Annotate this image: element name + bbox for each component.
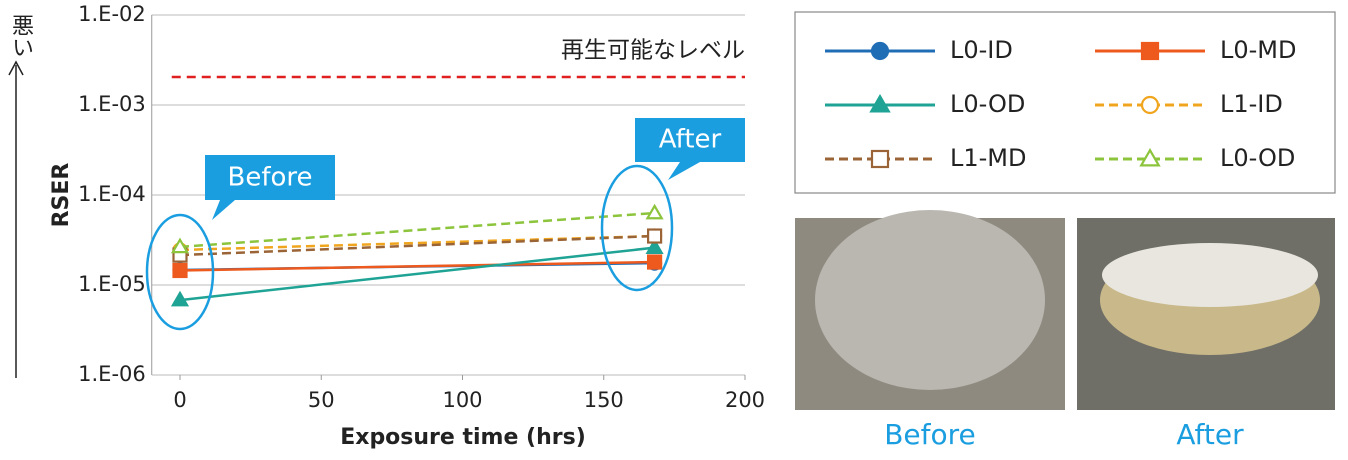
y-tick-label: 1.E-03 xyxy=(78,92,146,116)
x-tick-label: 0 xyxy=(173,388,186,412)
series-line xyxy=(179,260,655,272)
callout-ellipse xyxy=(145,213,215,331)
marker xyxy=(1139,148,1161,167)
photo-detail xyxy=(1102,243,1318,307)
y-annotation: 悪い xyxy=(8,14,34,58)
legend-label[interactable]: L0-OD xyxy=(950,90,1025,118)
x-tick-label: 100 xyxy=(442,388,482,412)
photo-detail xyxy=(815,210,1045,390)
series-line xyxy=(179,211,655,249)
marker xyxy=(172,262,188,279)
callout-box xyxy=(635,118,745,180)
photo-caption: After xyxy=(1176,418,1244,451)
y-axis-label: RSER xyxy=(49,163,74,228)
marker xyxy=(646,228,663,244)
marker xyxy=(1140,95,1160,115)
y-tick-label: 1.E-06 xyxy=(78,362,146,386)
x-tick-label: 50 xyxy=(308,388,335,412)
callout-text: Before xyxy=(227,163,312,193)
marker xyxy=(870,149,890,169)
legend-box xyxy=(794,11,1336,194)
marker xyxy=(870,41,890,61)
reference-label: 再生可能なレベル xyxy=(561,37,745,63)
series-line xyxy=(179,234,655,257)
legend-label[interactable]: L0-ID xyxy=(950,36,1013,64)
marker xyxy=(1140,41,1160,61)
photo-caption: Before xyxy=(884,418,976,451)
plot: 1.E-02 1.E-03 1.E-04 1.E-05 1.E-06 0 50 100 150 2… xyxy=(78,2,765,412)
marker xyxy=(170,290,190,307)
y-tick-label: 1.E-04 xyxy=(78,182,146,206)
y-tick-label: 1.E-02 xyxy=(78,2,146,26)
callout-ellipse xyxy=(600,164,674,292)
legend-label[interactable]: L0-MD xyxy=(1220,36,1297,64)
arrow-head xyxy=(8,60,24,76)
marker xyxy=(170,237,190,254)
y-tick-label: 1.E-05 xyxy=(78,272,146,296)
legend-label[interactable]: L1-ID xyxy=(1220,90,1283,118)
legend-label[interactable]: L1-MD xyxy=(950,144,1027,172)
x-tick-label: 200 xyxy=(725,388,765,412)
marker xyxy=(646,254,663,270)
x-axis-label: Exposure time (hrs) xyxy=(340,425,586,450)
marker xyxy=(645,203,664,220)
callout-box xyxy=(205,155,335,220)
series-line xyxy=(179,246,655,302)
x-tick-label: 150 xyxy=(584,388,624,412)
marker xyxy=(869,94,891,113)
marker xyxy=(645,238,664,254)
callout-text: After xyxy=(659,125,722,155)
legend-label[interactable]: L0-OD xyxy=(1220,144,1295,172)
